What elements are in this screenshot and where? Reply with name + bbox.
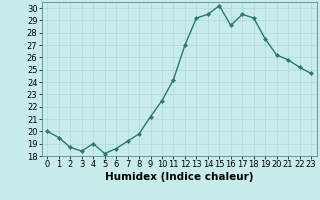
X-axis label: Humidex (Indice chaleur): Humidex (Indice chaleur) <box>105 172 253 182</box>
